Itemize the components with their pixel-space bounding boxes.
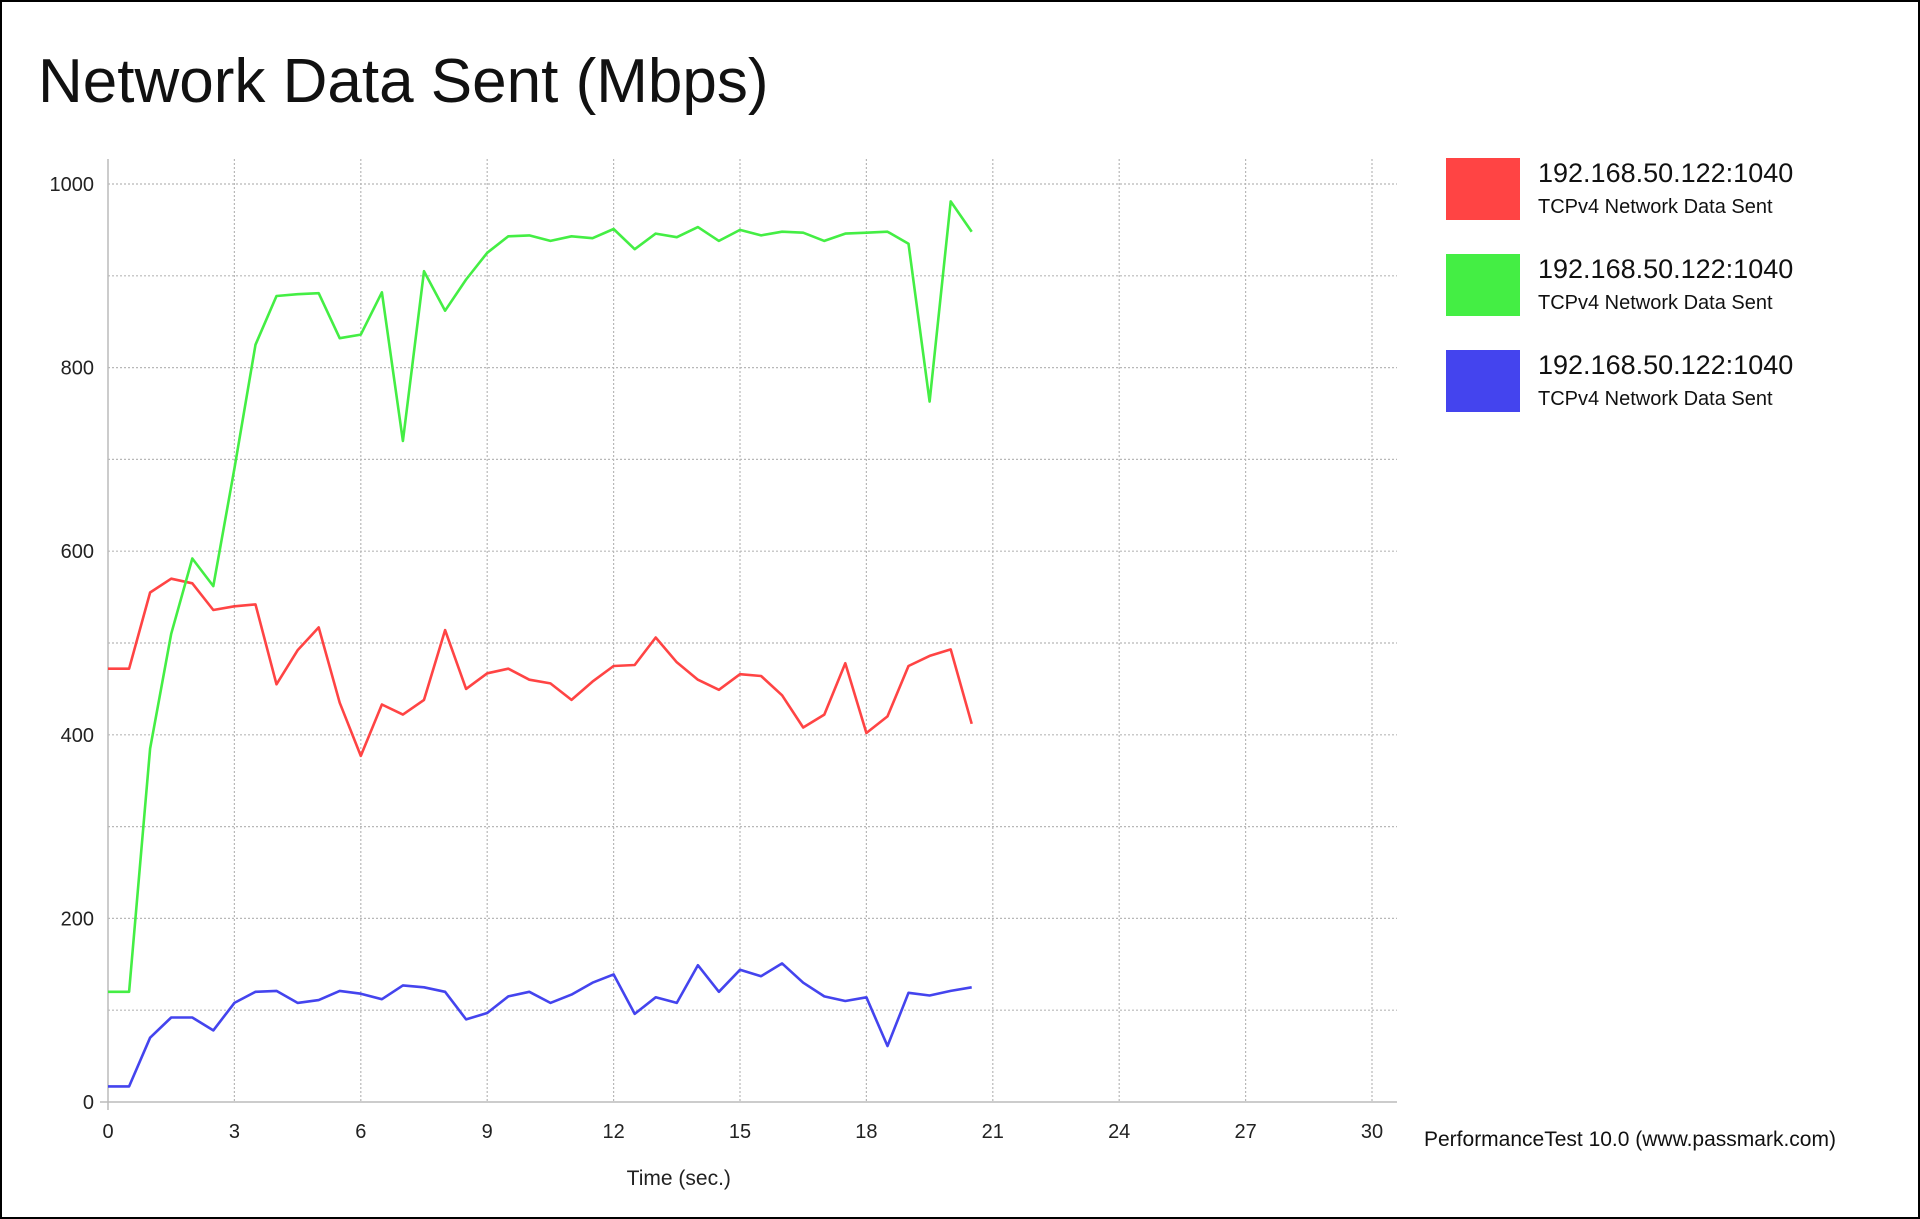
y-tick-label: 1000 — [50, 174, 95, 196]
series-line-2 — [108, 200, 973, 994]
x-tick-label: 24 — [1108, 1121, 1130, 1143]
legend-swatch — [1446, 254, 1520, 316]
x-tick-label: 18 — [855, 1121, 877, 1143]
x-axis-label: Time (sec.) — [627, 1167, 731, 1190]
x-tick-label: 6 — [355, 1121, 366, 1143]
grid-layer — [108, 159, 1397, 1102]
chart-title: Network Data Sent (Mbps) — [38, 47, 769, 116]
legend-swatch — [1446, 158, 1520, 220]
y-tick-label: 600 — [61, 541, 94, 563]
y-tick-label: 200 — [61, 908, 94, 930]
legend-series-description: TCPv4 Network Data Sent — [1538, 292, 1773, 314]
axis-layer: 0 200 400 600 800 1000 0 3 6 9 12 15 18 21 24 27 30 — [50, 159, 1397, 1143]
x-tick-label: 12 — [602, 1121, 624, 1143]
y-tick-label: 800 — [61, 358, 94, 380]
x-tick-label: 3 — [229, 1121, 240, 1143]
x-tick-label: 21 — [982, 1121, 1004, 1143]
x-tick-label: 27 — [1234, 1121, 1256, 1143]
legend-series-description: TCPv4 Network Data Sent — [1538, 388, 1773, 410]
x-tick-label: 0 — [102, 1121, 113, 1143]
legend-series-description: TCPv4 Network Data Sent — [1538, 196, 1773, 218]
footer-credit: PerformanceTest 10.0 (www.passmark.com) — [1424, 1128, 1836, 1151]
x-tick-label: 30 — [1361, 1121, 1383, 1143]
y-tick-label: 400 — [61, 725, 94, 747]
legend-series-name: 192.168.50.122:1040 — [1538, 254, 1794, 284]
series-line-1 — [108, 577, 973, 758]
y-tick-label: 0 — [83, 1092, 94, 1114]
x-tick-label: 15 — [729, 1121, 751, 1143]
legend-series-name: 192.168.50.122:1040 — [1538, 158, 1794, 188]
legend-swatch — [1446, 350, 1520, 412]
x-tick-label: 9 — [482, 1121, 493, 1143]
legend-series-name: 192.168.50.122:1040 — [1538, 350, 1794, 380]
series-layer — [108, 200, 973, 1088]
series-line-3 — [108, 962, 972, 1088]
